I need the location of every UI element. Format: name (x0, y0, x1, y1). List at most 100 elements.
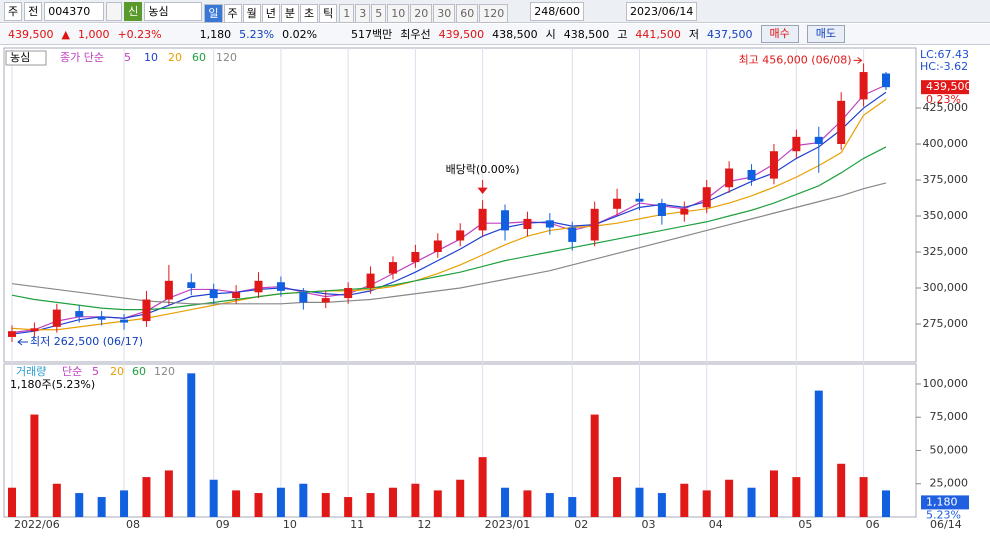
last-date: 06/14 (930, 518, 962, 531)
volume-bar (187, 373, 196, 517)
interval-button[interactable]: 1 (339, 3, 355, 23)
high-note: 최고 456,000 (06/08) (739, 53, 852, 66)
volume-bar (411, 483, 420, 517)
candle-body (456, 230, 465, 241)
volume-bar (30, 414, 39, 517)
price-frame (3, 47, 917, 363)
volume-bar (321, 493, 330, 517)
volume-bar (501, 487, 510, 517)
bid: 438,500 (492, 27, 538, 41)
legend-entry: 120 (154, 365, 175, 378)
period-button[interactable]: 년 (261, 3, 280, 23)
interval-button[interactable]: 30 (433, 3, 456, 23)
count[interactable]: 248/600 (530, 1, 584, 21)
x-tick-label: 09 (216, 518, 230, 531)
volume-bar (590, 414, 599, 517)
date[interactable]: 2023/06/14 (625, 1, 698, 21)
buy-button[interactable]: 매수 (760, 25, 799, 43)
volume-bar (702, 490, 711, 517)
volume-bar (456, 479, 465, 517)
market[interactable]: 주 (4, 1, 23, 21)
y-tick-label: 425,000 (923, 101, 969, 114)
volume-bar (882, 490, 890, 517)
candle-body (725, 168, 734, 188)
legend-entry: 20 (168, 51, 182, 64)
prev[interactable]: 전 (24, 1, 43, 21)
volume-bar (747, 487, 756, 517)
volume-bar (814, 390, 823, 517)
moving-average (11, 182, 887, 305)
volume-bar (254, 493, 263, 517)
period-button[interactable]: 분 (280, 3, 299, 23)
interval-button[interactable]: 120 (479, 3, 509, 23)
volume-bar (366, 493, 375, 517)
search[interactable] (106, 1, 123, 21)
interval-button[interactable]: 20 (410, 3, 433, 23)
period-button[interactable]: 일 (204, 3, 223, 23)
last-price: 439,500 (926, 80, 972, 93)
period-button[interactable]: 월 (242, 3, 261, 23)
arrow: ▲ (61, 27, 70, 41)
y-tick-label: 350,000 (923, 209, 969, 222)
period-button[interactable]: 주 (223, 3, 242, 23)
low-arrow (17, 338, 28, 346)
code-input[interactable]: 004370 (44, 1, 105, 21)
chart: 2022/06 08 09 10 11 12 2023/01 02 03 04 05 06 06/14 2… (0, 46, 990, 537)
volume-bar (232, 490, 241, 517)
candle-body (882, 73, 890, 88)
y-tick-label: 100,000 (923, 377, 969, 390)
name-badge: 신 (124, 1, 143, 21)
candle-body (52, 309, 61, 327)
volume-bar (142, 477, 151, 517)
y-tick-label: 75,000 (930, 410, 969, 423)
last-volume-pct: 5.23% (926, 508, 961, 521)
candle-body (97, 316, 106, 320)
last-volume-box (921, 495, 969, 510)
high: 441,500 (635, 27, 681, 41)
intervals: 1 3 5 10 20 30 60 120 (339, 3, 509, 23)
volume-bar (52, 483, 61, 517)
interval-button[interactable]: 5 (371, 3, 387, 23)
y-tick-label: 275,000 (923, 317, 969, 330)
lc: LC:67.43 (920, 48, 969, 61)
candle-body (478, 208, 487, 231)
hc: HC:-3.62 (920, 60, 968, 73)
interval-button[interactable]: 3 (355, 3, 371, 23)
candle-body (433, 240, 442, 253)
candle-body (747, 169, 756, 181)
volume-bar (568, 497, 577, 517)
candle-body (232, 292, 241, 299)
candle-body (411, 252, 420, 263)
candle-body (792, 136, 801, 152)
candle-body (321, 298, 330, 303)
best-label: 최우선 (400, 28, 431, 41)
stock-name[interactable]: 농심 (144, 1, 203, 21)
volume-bar (837, 463, 846, 517)
volume-bar (164, 470, 173, 517)
y-tick-label: 375,000 (923, 173, 969, 186)
x-tick-label: 02 (574, 518, 588, 531)
event-label: 배당락(0.00%) (446, 163, 520, 176)
volume-bar (209, 479, 218, 517)
volume-bar (725, 479, 734, 517)
candle-body (142, 299, 151, 322)
period-button[interactable]: 초 (300, 3, 319, 23)
sell-button[interactable]: 매도 (806, 25, 846, 43)
x-tick-label: 08 (126, 518, 140, 531)
legend-entry: 60 (192, 51, 206, 64)
candle-body (299, 292, 308, 303)
moving-average (11, 91, 887, 335)
interval-button[interactable]: 10 (387, 3, 410, 23)
period-button[interactable]: 틱 (319, 3, 338, 23)
candle-body (680, 208, 689, 215)
low: 437,500 (707, 27, 753, 41)
volume-bar (120, 490, 129, 517)
interval-button[interactable]: 60 (456, 3, 479, 23)
volume-bar (97, 497, 106, 517)
turnover: 0.02% (282, 27, 318, 41)
change: 1,000 (77, 27, 110, 41)
candle-body (613, 198, 622, 209)
x-tick-label: 06 (866, 518, 880, 531)
volume-bar (769, 470, 778, 517)
